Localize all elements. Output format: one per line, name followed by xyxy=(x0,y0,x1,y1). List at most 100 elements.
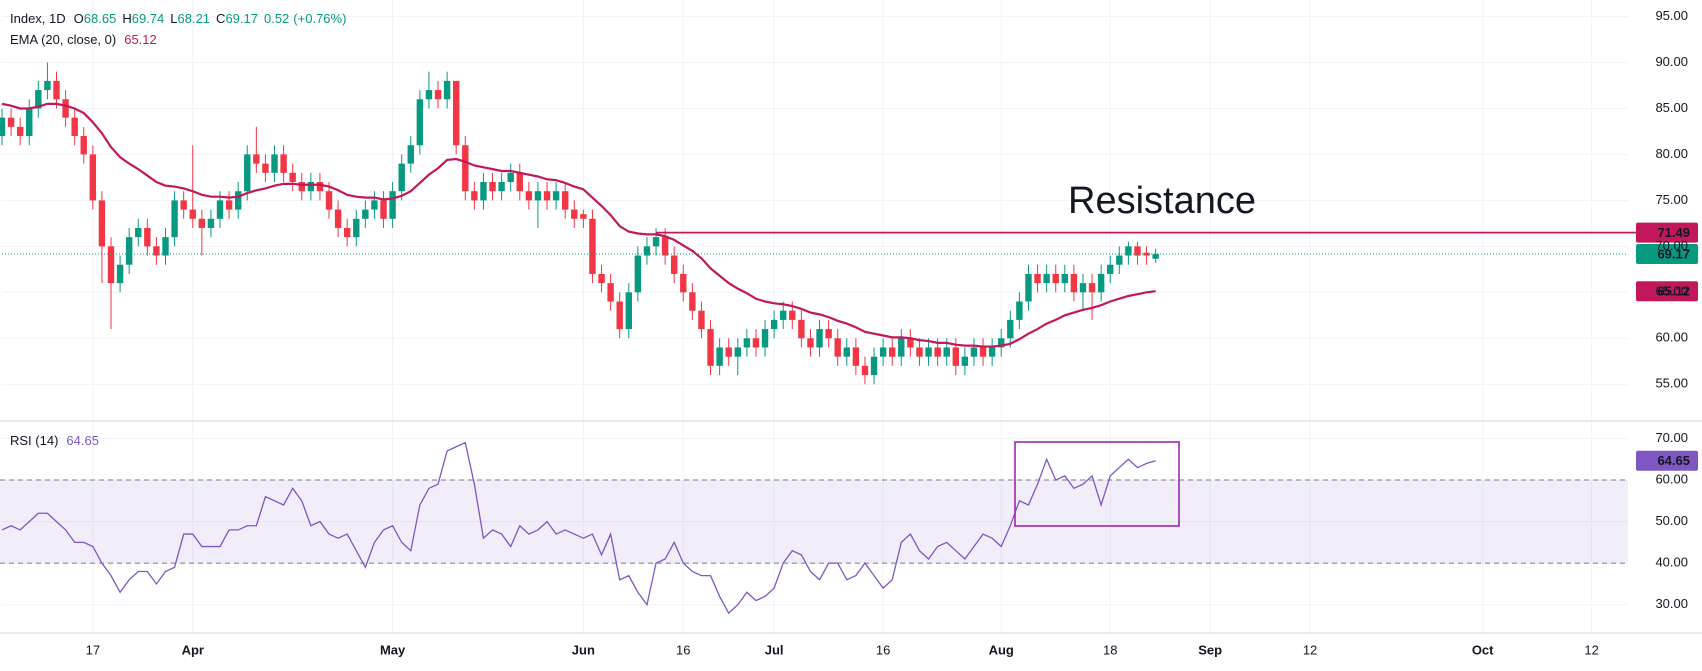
candle-body xyxy=(1143,252,1150,256)
candle-body xyxy=(916,347,923,357)
candle-body xyxy=(180,200,187,210)
candle-body xyxy=(125,237,133,265)
candle-body xyxy=(870,356,878,376)
candle-body xyxy=(661,237,669,256)
candle-body xyxy=(262,163,269,173)
ema-name: EMA (20, close, 0) xyxy=(10,32,116,47)
candle-body xyxy=(680,273,687,293)
candle-body xyxy=(1107,264,1114,274)
candle-body xyxy=(480,182,487,201)
candle-body xyxy=(507,172,514,183)
candle-body xyxy=(271,154,278,173)
candle-body xyxy=(307,182,315,192)
candle-body xyxy=(616,301,623,330)
rsi-name: RSI (14) xyxy=(10,433,58,448)
candle-body xyxy=(289,172,296,183)
x-tick-label: Oct xyxy=(1472,642,1494,657)
candle-body xyxy=(116,264,124,284)
candle-body xyxy=(1079,283,1087,293)
candle-body xyxy=(725,347,732,357)
candle-body xyxy=(162,237,169,256)
candle-body xyxy=(35,90,42,109)
candle-body xyxy=(1134,246,1141,256)
rsi-tick-label: 40.00 xyxy=(1655,555,1688,570)
candle-body xyxy=(516,172,523,192)
change-pct: (+0.76%) xyxy=(293,11,346,26)
candle-body xyxy=(1125,246,1132,256)
rsi-tick-label: 50.00 xyxy=(1655,513,1688,528)
candle-body xyxy=(698,310,705,330)
rsi-band xyxy=(0,480,1628,564)
candle-body xyxy=(471,191,478,201)
x-tick-label: 18 xyxy=(1103,642,1117,657)
ema-last: 65.12 xyxy=(124,32,157,47)
y-tick-label: 75.00 xyxy=(1655,192,1688,207)
ohlc-label: C xyxy=(216,11,225,26)
y-tick-label: 95.00 xyxy=(1655,8,1688,23)
candle-body xyxy=(889,347,896,357)
candle-body xyxy=(62,99,69,118)
candle-body xyxy=(979,347,987,357)
candle-body xyxy=(334,209,342,228)
candle-body xyxy=(552,191,560,201)
candle-body xyxy=(652,237,660,247)
y-tick-label: 55.00 xyxy=(1655,376,1688,391)
price-tag-label: 69.17 xyxy=(1657,246,1690,261)
ohlc-value: 69.74 xyxy=(132,11,165,26)
candle-body xyxy=(443,80,451,100)
axis-tags: 71.49 69.17 65.12 64.65 xyxy=(1636,222,1698,471)
x-tick-label: 16 xyxy=(876,642,890,657)
candle-body xyxy=(0,117,6,137)
candle-body xyxy=(571,209,578,219)
price-panel: Resistance xyxy=(0,62,1638,385)
candle-body xyxy=(343,227,351,238)
ema-line xyxy=(1,102,1156,348)
candle-body xyxy=(898,338,905,357)
x-tick-label: 12 xyxy=(1584,642,1598,657)
rsi-tick-label: 70.00 xyxy=(1655,430,1688,445)
candle-body xyxy=(135,227,142,238)
candle-body xyxy=(925,347,932,357)
ohlc-value: 68.65 xyxy=(84,11,117,26)
candle-body xyxy=(16,126,24,137)
ohlc-legend: Index, 1D O68.65 H69.74 L68.21 C69.17 0.52 (+0… xyxy=(10,11,346,26)
candle-body xyxy=(743,338,751,348)
y-tick-label: 70.00 xyxy=(1655,238,1688,253)
candle-body xyxy=(7,117,15,127)
candle-body xyxy=(26,108,33,137)
candle-body xyxy=(89,154,97,201)
candle-body xyxy=(988,347,996,357)
candle-body xyxy=(598,273,605,284)
candle-body xyxy=(707,329,714,366)
candle-body xyxy=(834,338,841,357)
candle-body xyxy=(525,191,533,201)
candle-body xyxy=(534,191,542,201)
price-tag xyxy=(1636,222,1698,243)
grid xyxy=(2,0,1628,633)
candle-body xyxy=(489,182,496,192)
price-tag xyxy=(1636,281,1698,302)
candle-body xyxy=(807,338,814,348)
candle-body xyxy=(253,154,260,164)
candle-body xyxy=(852,347,860,366)
candle-body xyxy=(671,255,678,274)
y-tick-label: 80.00 xyxy=(1655,146,1688,161)
candle-body xyxy=(189,209,196,219)
x-tick-label: 12 xyxy=(1303,642,1317,657)
candle-body xyxy=(1052,273,1059,284)
candle-body xyxy=(425,90,433,100)
candle-body xyxy=(1097,273,1105,293)
rsi-panel xyxy=(0,441,1628,615)
ohlc-label: O xyxy=(74,11,84,26)
change: 0.52 xyxy=(264,11,289,26)
candle-body xyxy=(752,338,760,348)
candle-body xyxy=(434,90,442,100)
candle-body xyxy=(561,191,569,210)
x-tick-label: Aug xyxy=(989,642,1014,657)
candle-body xyxy=(780,310,787,320)
candle-body xyxy=(816,329,823,348)
symbol: Index, 1D xyxy=(10,11,66,26)
candle-body xyxy=(1088,283,1096,293)
